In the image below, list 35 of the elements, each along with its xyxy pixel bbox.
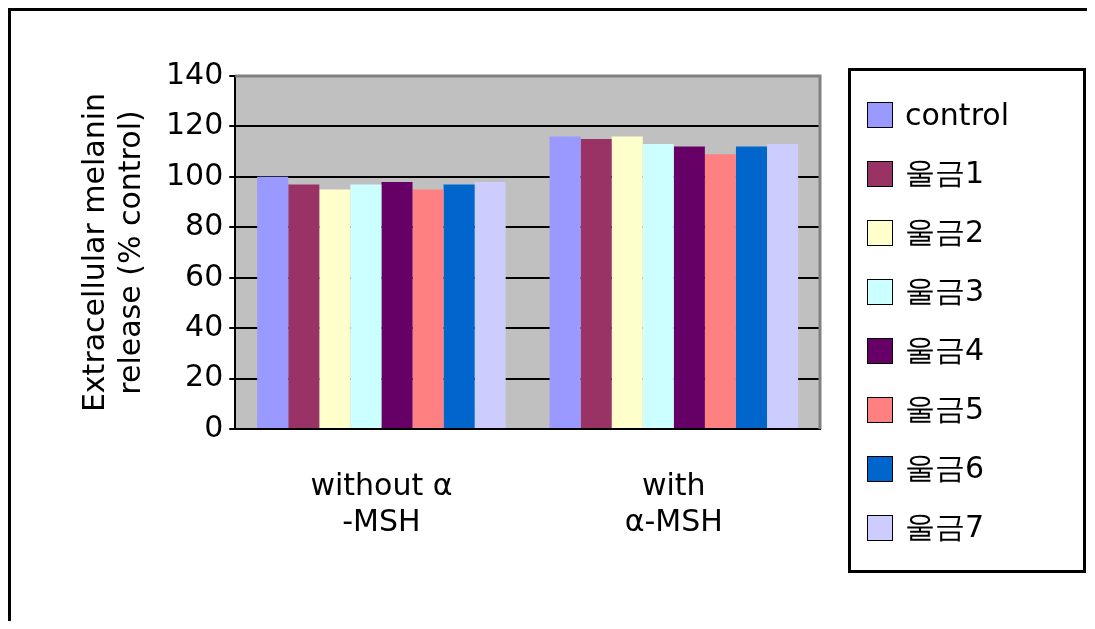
bar	[580, 139, 612, 428]
x-tick-label: without α -MSH	[310, 466, 453, 538]
bar	[381, 181, 413, 428]
y-axis-title: Extracellular melanin release (% control)	[75, 92, 147, 413]
legend-label: 울금2	[905, 213, 985, 251]
bar	[673, 146, 705, 428]
bar	[611, 136, 643, 428]
legend-label: 울금5	[905, 390, 985, 428]
bar	[350, 184, 382, 428]
bar	[443, 184, 475, 428]
y-tick-label: 40	[185, 307, 224, 343]
legend-label: 울금7	[905, 508, 985, 546]
y-tick-label: 120	[166, 106, 224, 142]
bar	[767, 144, 799, 428]
bar	[704, 154, 736, 428]
y-tick-label: 0	[204, 408, 224, 444]
bar	[257, 176, 289, 428]
y-tick-label: 60	[185, 257, 224, 293]
y-tick-label: 80	[185, 207, 224, 243]
bar	[549, 136, 581, 428]
y-tick-label: 140	[166, 55, 224, 91]
x-tick-label: with α-MSH	[624, 466, 723, 538]
legend-label: control	[905, 97, 1009, 132]
bar	[412, 189, 444, 428]
bar	[288, 184, 320, 428]
y-tick-label: 20	[185, 358, 224, 394]
bar	[474, 181, 506, 428]
legend-label: 울금3	[905, 272, 985, 310]
bar	[735, 146, 768, 428]
legend-label: 울금6	[905, 449, 985, 487]
legend-label: 울금4	[905, 331, 985, 369]
y-tick-label: 100	[166, 156, 224, 192]
bar	[642, 144, 674, 428]
bar	[319, 189, 351, 428]
legend-label: 울금1	[905, 154, 985, 192]
